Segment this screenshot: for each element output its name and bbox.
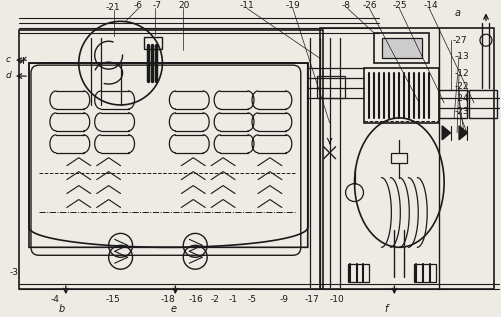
Text: f: f (384, 304, 387, 314)
Polygon shape (441, 126, 449, 140)
Text: c: c (5, 55, 10, 64)
Text: -24: -24 (453, 94, 467, 103)
Bar (364, 68, 438, 123)
Text: -7: -7 (152, 1, 161, 10)
Text: -19: -19 (285, 1, 300, 10)
Bar (468, 90, 496, 118)
Text: -4: -4 (51, 294, 60, 304)
Text: -25: -25 (392, 1, 406, 10)
Bar (316, 76, 344, 98)
Bar (391, 153, 406, 163)
Text: -18: -18 (160, 294, 175, 304)
Text: -9: -9 (280, 294, 288, 304)
Text: -17: -17 (304, 294, 319, 304)
Text: -22: -22 (453, 81, 467, 91)
Bar (144, 37, 162, 49)
Bar (382, 38, 421, 58)
Text: -14: -14 (422, 1, 437, 10)
Text: -1: -1 (227, 294, 236, 304)
Bar (19, 30, 322, 289)
Text: -12: -12 (453, 68, 468, 78)
Text: -13: -13 (453, 52, 468, 61)
Text: -26: -26 (362, 1, 376, 10)
Text: -8: -8 (341, 1, 350, 10)
Text: -16: -16 (188, 294, 202, 304)
Text: -3: -3 (9, 268, 18, 277)
Polygon shape (458, 126, 466, 140)
Text: -23: -23 (453, 107, 468, 116)
Bar (413, 264, 435, 282)
Text: -5: -5 (247, 294, 257, 304)
Text: -10: -10 (329, 294, 344, 304)
Bar (319, 28, 493, 289)
Text: b: b (59, 304, 65, 314)
Text: 20: 20 (178, 1, 189, 10)
Text: -15: -15 (105, 294, 120, 304)
Text: -2: -2 (210, 294, 218, 304)
Text: d: d (5, 71, 11, 80)
Text: -11: -11 (239, 1, 255, 10)
Bar (347, 264, 369, 282)
Text: -27: -27 (451, 36, 466, 45)
Text: e: e (170, 304, 176, 314)
Bar (438, 90, 466, 118)
Bar (374, 33, 428, 63)
Text: -21: -21 (105, 3, 120, 12)
Text: a: a (454, 8, 460, 18)
Text: -6: -6 (133, 1, 142, 10)
